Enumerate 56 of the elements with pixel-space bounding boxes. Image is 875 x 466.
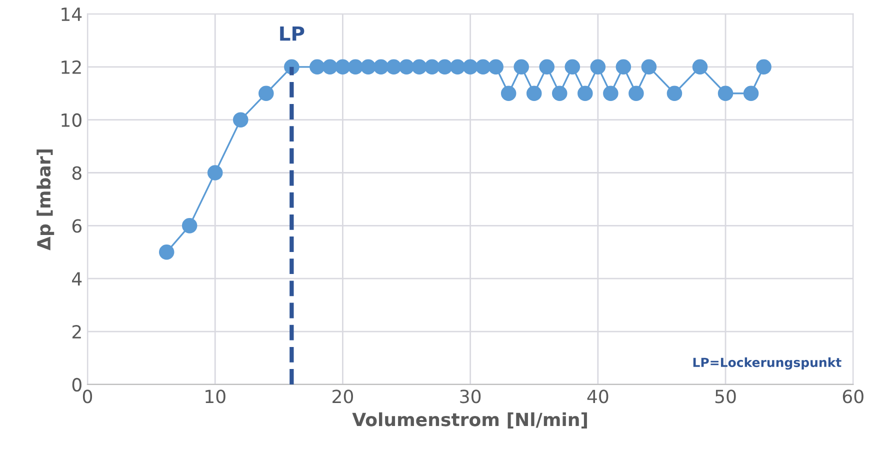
point (743, 86, 759, 102)
x-tick-label: 50 (715, 390, 736, 404)
point (564, 59, 580, 75)
point (450, 59, 466, 75)
x-axis-title: Volumenstrom [Nl/min] (352, 412, 587, 428)
point (258, 86, 274, 102)
point (398, 59, 414, 75)
y-axis-title: Δp [mbar] (36, 150, 54, 250)
point (475, 59, 491, 75)
ref-line-label: LP (280, 26, 304, 41)
point (756, 59, 772, 75)
y-tick-label: 10 (62, 113, 82, 127)
point (514, 59, 529, 75)
y-tick-label: 2 (72, 324, 81, 338)
point (462, 59, 478, 75)
point (437, 59, 452, 75)
point (718, 86, 734, 102)
point (335, 59, 350, 75)
point (232, 112, 248, 128)
point (578, 86, 593, 102)
point (182, 218, 198, 234)
y-tick-label: 6 (72, 219, 82, 233)
point (348, 59, 364, 75)
x-tick-label: 0 (82, 390, 92, 404)
point (628, 86, 644, 102)
point (666, 86, 682, 102)
point (500, 86, 516, 102)
y-tick-label: 0 (72, 378, 82, 392)
y-tick-label: 12 (62, 60, 81, 74)
annotation: LP=Lockerungspunkt (693, 357, 842, 370)
point (603, 86, 618, 102)
point (616, 59, 632, 75)
x-tick-label: 60 (842, 390, 864, 404)
point (207, 165, 223, 180)
x-tick-label: 30 (460, 390, 481, 404)
point (322, 59, 338, 75)
point (310, 59, 325, 75)
point (386, 59, 402, 75)
point (641, 59, 657, 75)
point (590, 59, 606, 75)
point (526, 86, 542, 102)
y-tick-label: 4 (72, 272, 82, 286)
x-tick-label: 10 (206, 390, 226, 404)
point (552, 86, 568, 102)
y-tick-label: 8 (72, 166, 82, 180)
x-tick-label: 20 (332, 390, 353, 404)
point (158, 244, 174, 260)
point (692, 59, 708, 75)
x-tick-label: 40 (587, 390, 608, 404)
point (373, 59, 389, 75)
point (424, 59, 440, 75)
point (488, 59, 504, 75)
point (412, 59, 427, 75)
point (360, 59, 376, 75)
point (539, 59, 555, 75)
y-tick-label: 14 (62, 8, 82, 21)
